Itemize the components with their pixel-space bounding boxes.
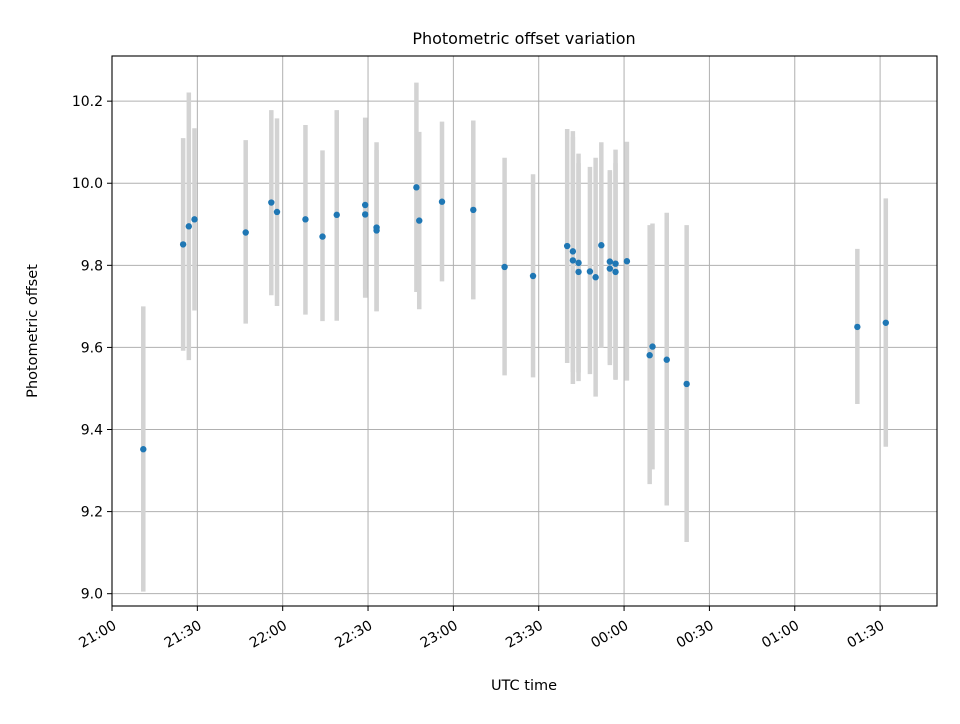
data-point xyxy=(319,233,326,240)
data-point xyxy=(612,260,619,267)
data-point xyxy=(438,198,446,205)
y-axis-label: Photometric offset xyxy=(25,264,41,398)
data-point xyxy=(501,263,508,271)
y-tick-label: 9.4 xyxy=(81,423,103,439)
data-point xyxy=(575,268,582,276)
data-point xyxy=(606,265,614,272)
y-tick-label: 9.2 xyxy=(81,505,103,521)
data-point xyxy=(598,242,605,249)
data-point xyxy=(646,352,653,359)
y-tick-label: 9.0 xyxy=(81,587,103,603)
data-point xyxy=(882,319,889,326)
data-point xyxy=(140,446,147,453)
point-layer xyxy=(140,184,889,453)
data-point xyxy=(361,201,369,209)
data-point xyxy=(683,380,690,388)
data-point xyxy=(191,216,198,223)
data-point xyxy=(649,343,656,350)
data-point xyxy=(185,223,193,230)
data-point xyxy=(361,211,369,218)
data-point xyxy=(569,257,577,264)
data-point xyxy=(606,258,614,265)
data-point xyxy=(413,184,420,191)
data-point xyxy=(470,206,477,214)
data-point xyxy=(563,242,571,250)
data-point xyxy=(416,217,423,224)
data-point xyxy=(854,323,861,331)
data-point xyxy=(575,259,582,267)
data-point xyxy=(179,241,187,248)
data-point xyxy=(268,199,275,206)
y-tick-label: 9.8 xyxy=(81,258,103,274)
data-point xyxy=(273,208,281,216)
data-point xyxy=(623,258,631,265)
data-point xyxy=(586,268,594,275)
data-point xyxy=(663,356,670,363)
y-tick-label: 10.2 xyxy=(72,94,103,110)
data-point xyxy=(242,229,249,236)
data-point xyxy=(302,216,309,223)
data-point xyxy=(592,274,599,281)
plot-frame xyxy=(111,55,938,607)
y-tick-label: 10.0 xyxy=(72,176,103,192)
data-point xyxy=(373,227,380,234)
data-point xyxy=(529,272,537,280)
data-point xyxy=(569,248,577,255)
chart-title: Photometric offset variation xyxy=(412,29,635,48)
x-axis-label: UTC time xyxy=(491,678,557,694)
data-point xyxy=(333,211,340,219)
data-point xyxy=(612,268,619,276)
y-tick-label: 9.6 xyxy=(81,340,103,356)
